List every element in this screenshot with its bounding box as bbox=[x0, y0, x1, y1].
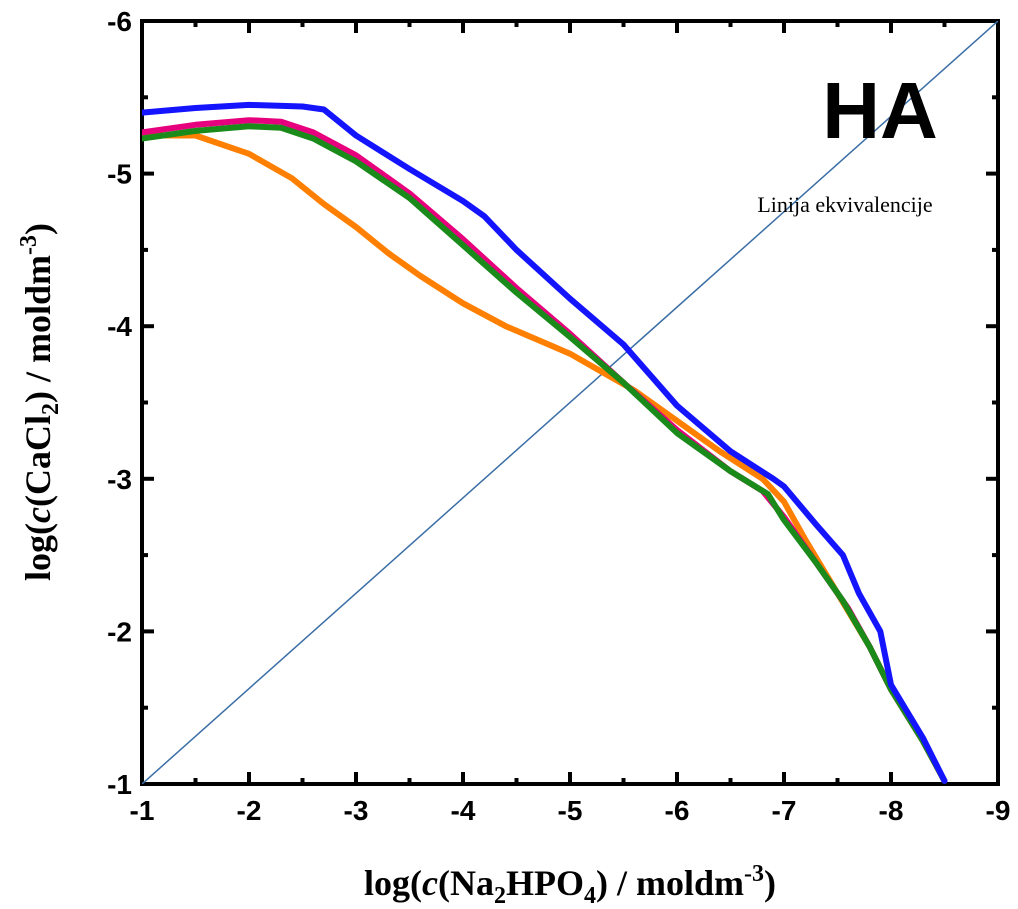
series-line-4 bbox=[142, 101, 948, 784]
x-tick-label: -1 bbox=[130, 795, 155, 826]
x-tick-label: -4 bbox=[451, 795, 476, 826]
x-tick-label: -8 bbox=[879, 795, 904, 826]
y-tick-label: -4 bbox=[107, 311, 132, 342]
series-line-2 bbox=[142, 117, 948, 784]
tick-labels: -1 -2 -3 -4 -5 -6 -7 -8 -9 -1 -2 -3 -4 -5 -6 bbox=[107, 6, 1010, 826]
y-tick-label: -3 bbox=[107, 464, 132, 495]
y-axis-title: log(c(CaCl2) / moldm-3) bbox=[16, 223, 64, 581]
x-tick-label: -3 bbox=[344, 795, 369, 826]
x-tick-label: -2 bbox=[237, 795, 262, 826]
x-tick-label: -5 bbox=[558, 795, 583, 826]
y-tick-label: -6 bbox=[107, 6, 132, 37]
y-tick-label: -5 bbox=[107, 159, 132, 190]
y-tick-label: -2 bbox=[107, 616, 132, 647]
x-tick-label: -7 bbox=[772, 795, 797, 826]
x-axis-title: log(c(Na2HPO4) / moldm-3) bbox=[364, 861, 776, 909]
x-tick-label: -9 bbox=[986, 795, 1011, 826]
plot-lines bbox=[142, 21, 998, 784]
panel-label: HA bbox=[822, 66, 938, 155]
y-tick-label: -1 bbox=[107, 769, 132, 800]
series-line-3 bbox=[142, 123, 948, 784]
axis-ticks bbox=[140, 19, 1000, 786]
series-line-1 bbox=[142, 132, 948, 784]
x-tick-label: -6 bbox=[665, 795, 690, 826]
equivalence-line-annotation: Linija ekvivalencije bbox=[757, 192, 932, 217]
equivalence-line bbox=[142, 21, 998, 784]
